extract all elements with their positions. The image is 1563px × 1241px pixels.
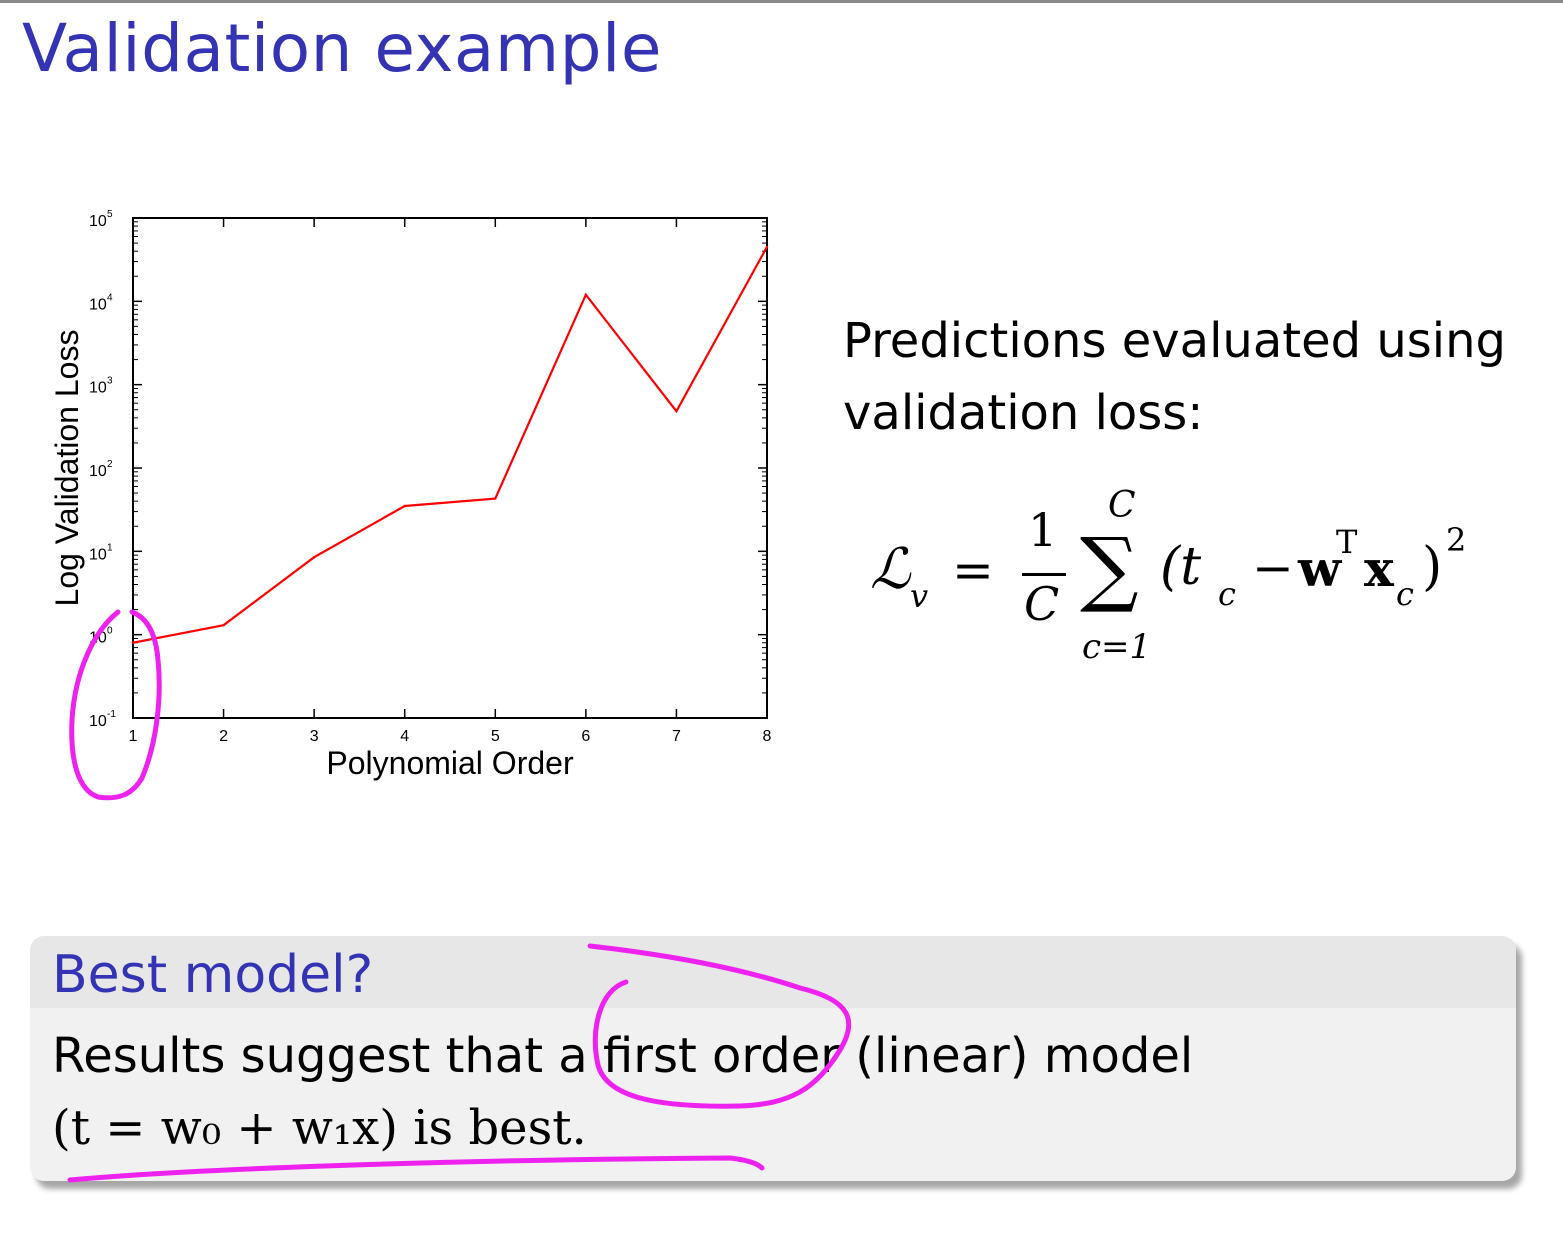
formula-lhs-sub: v	[910, 577, 929, 615]
y-tick-label-base: 10	[89, 213, 107, 230]
y-tick-label-exponent: 5	[107, 209, 113, 220]
x-axis-label: Polynomial Order	[326, 745, 574, 781]
formula-x: x	[1364, 539, 1394, 598]
description-line-2: validation loss:	[843, 385, 1204, 441]
formula-close: )	[1422, 537, 1443, 597]
formula-w: w	[1298, 539, 1342, 598]
y-tick-label-exponent: 2	[107, 459, 113, 470]
description-line-1: Predictions evaluated using	[843, 313, 1506, 369]
formula-body: (t	[1160, 537, 1202, 597]
formula-body-sub: c	[1218, 575, 1236, 613]
formula-lhs: ℒ	[870, 537, 911, 602]
y-tick-label-base: 10	[89, 546, 107, 563]
formula-w-sup: T	[1336, 523, 1358, 561]
formula-frac-den: C	[1024, 577, 1060, 631]
x-tick-label: 8	[763, 728, 772, 745]
series-line	[132, 246, 768, 644]
y-tick-label-base: 10	[89, 630, 107, 647]
plot-frame	[132, 217, 768, 719]
x-tick-label: 2	[219, 728, 228, 745]
formula-frac-num: 1	[1028, 503, 1058, 557]
y-tick-label-base: 10	[89, 296, 107, 313]
data-point	[584, 293, 588, 296]
validation-loss-formula: ℒ v = 1 C C ∑ c=1 (t c − w T x c ) 2	[870, 485, 1530, 685]
block-body: Results suggest that a first order (line…	[30, 1008, 1516, 1181]
block-title: Best model?	[30, 936, 1516, 1008]
x-tick-label: 1	[129, 728, 138, 745]
x-tick-label: 3	[310, 728, 319, 745]
formula-equals: =	[952, 541, 994, 599]
y-tick-label-base: 10	[89, 380, 107, 397]
formula-power: 2	[1446, 521, 1467, 559]
formula-x-sub: c	[1396, 575, 1414, 613]
validation-loss-chart: 10 -110 010 110 210 310 410 51 2 3 4 5 6 7 8Polynomial…	[49, 209, 772, 781]
x-tick-label: 5	[491, 728, 500, 745]
x-tick-label: 4	[400, 728, 409, 745]
formula-minus: −	[1252, 539, 1294, 597]
y-tick-label-base: 10	[89, 463, 107, 480]
formula-sum-symbol: ∑	[1080, 521, 1139, 616]
slide-title: Validation example	[22, 10, 662, 87]
y-tick-label-exponent: 4	[107, 292, 113, 303]
y-tick-label-exponent: 1	[107, 542, 113, 553]
formula-sum-lower: c=1	[1082, 627, 1152, 667]
data-point	[765, 245, 769, 249]
best-model-block: Best model? Results suggest that a first…	[30, 936, 1516, 1181]
data-point	[403, 504, 406, 508]
data-point	[494, 497, 497, 500]
y-tick-label-base: 10	[89, 713, 107, 730]
formula-sum-upper: C	[1108, 485, 1136, 526]
x-tick-label: 6	[581, 728, 590, 745]
description: Predictions evaluated using validation l…	[843, 305, 1543, 449]
x-tick-label: 7	[672, 728, 681, 745]
y-tick-label-exponent: 3	[107, 376, 113, 387]
data-point	[675, 410, 678, 413]
y-axis-label: Log Validation Loss	[49, 330, 85, 607]
data-point	[312, 556, 316, 559]
block-line-1: Results suggest that a first order (line…	[52, 1028, 1194, 1084]
formula-frac-bar	[1022, 573, 1066, 576]
top-rule	[0, 0, 1563, 3]
data-point	[222, 623, 225, 627]
y-tick-label-exponent: -1	[107, 709, 116, 720]
y-tick-label-exponent: 0	[107, 626, 113, 637]
data-point	[131, 641, 135, 644]
block-line-2: (t = w₀ + w₁x) is best.	[52, 1100, 587, 1156]
